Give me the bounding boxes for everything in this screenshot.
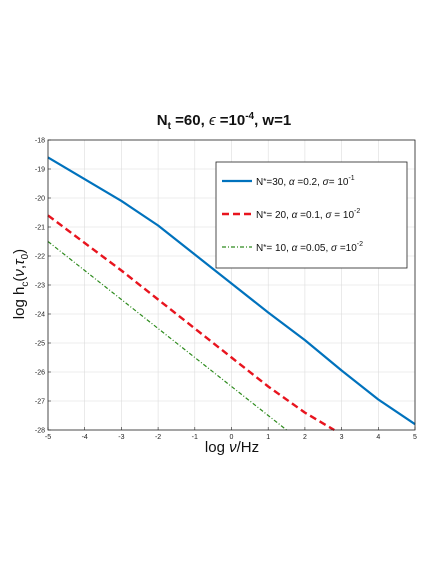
y-tick-label: -18 <box>35 138 45 145</box>
y-tick-label: -24 <box>35 312 45 319</box>
series-line-2 <box>47 214 335 432</box>
y-tick-label: -27 <box>35 399 45 406</box>
y-tick-label: -23 <box>35 283 45 290</box>
x-tick-label: -4 <box>82 434 88 441</box>
legend-label-3: N*= 10, α =0.05, σ =10-2 <box>256 241 363 254</box>
x-tick-label: -5 <box>45 434 51 441</box>
legend-label-1: N*=30, α =0.2, σ= 10-1 <box>256 175 355 188</box>
series-line-1 <box>47 156 416 426</box>
y-tick-label: -28 <box>35 428 45 435</box>
x-tick-label: -3 <box>118 434 124 441</box>
series-lines <box>47 156 416 432</box>
y-tick-label: -19 <box>35 167 45 174</box>
x-tick-label: -1 <box>192 434 198 441</box>
y-tick-label: -20 <box>35 196 45 203</box>
x-tick-label: 4 <box>376 434 380 441</box>
x-tick-label: -2 <box>155 434 161 441</box>
x-tick-label: 0 <box>230 434 234 441</box>
y-axis-title: log hc(ν,τ0) <box>11 249 31 319</box>
x-tick-label: 3 <box>340 434 344 441</box>
x-axis-title: log ν/Hz <box>205 439 259 456</box>
x-tick-label: 2 <box>303 434 307 441</box>
y-tick-label: -21 <box>35 225 45 232</box>
x-tick-label: 1 <box>266 434 270 441</box>
y-tick-label: -25 <box>35 341 45 348</box>
tick-labels: -5 -4 -3 -2 -1 0 1 2 3 4 5 -28 -27 -26 -25 -24 -23 -22 -21… <box>35 138 417 442</box>
y-tick-label: -22 <box>35 254 45 261</box>
x-tick-label: 5 <box>413 434 417 441</box>
legend-label-2: N*= 20, α =0.1, σ = 10-2 <box>256 208 360 221</box>
legend: N*=30, α =0.2, σ= 10-1 N*= 20, α =0.1, σ… <box>215 161 408 269</box>
y-tick-label: -26 <box>35 370 45 377</box>
chart-title: Nt =60, ϵ =10-4, w=1 <box>157 111 291 132</box>
series-line-3 <box>47 241 287 431</box>
